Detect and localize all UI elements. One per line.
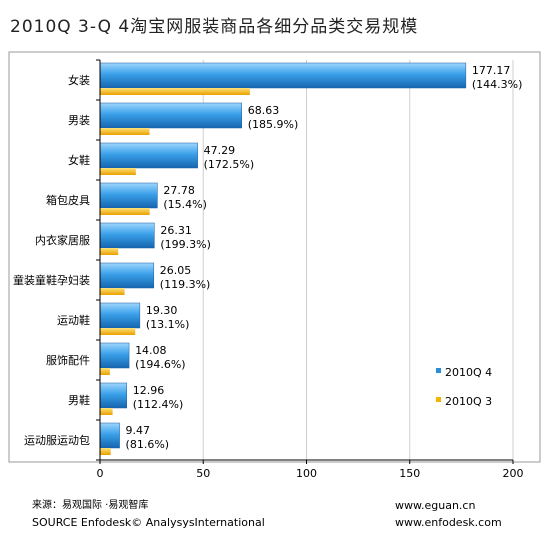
growth-label-2: (172.5%) (204, 158, 255, 171)
category-label-5: 童装童鞋孕妇装 (13, 273, 90, 287)
category-label-3: 箱包皮具 (46, 193, 90, 207)
bar-q4-0 (99, 62, 467, 89)
bar-q3-7 (100, 368, 110, 375)
bar-q4-4 (99, 222, 155, 249)
footer-source: 来源：易观国际 ·易观智库 SOURCE Enfodesk© AnalysysI… (32, 497, 265, 531)
category-label-7: 服饰配件 (46, 353, 90, 367)
legend-label-0: 2010Q 4 (445, 366, 492, 379)
bar-q3-3 (100, 208, 150, 215)
chart-title: 2010Q 3-Q 4淘宝网服装商品各细分品类交易规模 (10, 17, 419, 37)
bar-q4-1 (99, 102, 242, 129)
value-label-5: 26.05 (160, 264, 192, 277)
category-label-1: 男装 (68, 114, 90, 127)
bar-q3-6 (100, 328, 136, 335)
growth-label-6: (13.1%) (146, 318, 190, 331)
growth-label-3: (15.4%) (163, 198, 207, 211)
bar-q4-5 (99, 262, 155, 289)
bar-chart: 女装177.17(144.3%)男装68.63(185.9%)女鞋47.29(1… (8, 51, 541, 480)
x-tick-label-100: 100 (296, 467, 317, 480)
bar-q3-4 (100, 248, 119, 255)
growth-label-0: (144.3%) (472, 78, 523, 91)
category-label-6: 运动鞋 (57, 313, 90, 327)
bar-q3-9 (100, 448, 111, 455)
bar-q3-1 (100, 128, 150, 135)
bar-q4-3 (99, 182, 158, 209)
bar-q4-7 (99, 342, 130, 369)
labels-layer: 女装177.17(144.3%)男装68.63(185.9%)女鞋47.29(1… (13, 64, 522, 451)
category-label-2: 女鞋 (68, 153, 90, 167)
bar-q3-2 (100, 168, 136, 175)
growth-label-7: (194.6%) (135, 358, 186, 371)
bar-q4-9 (99, 422, 120, 449)
growth-label-8: (112.4%) (133, 398, 184, 411)
legend-label-1: 2010Q 3 (445, 395, 492, 408)
value-label-9: 9.47 (126, 424, 150, 437)
value-label-8: 12.96 (133, 384, 165, 397)
value-label-6: 19.30 (146, 304, 178, 317)
source-en: SOURCE Enfodesk© AnalysysInternational (32, 516, 265, 529)
url-enfodesk: www.enfodesk.com (395, 516, 502, 529)
value-label-7: 14.08 (135, 344, 167, 357)
legend-swatch-1 (436, 397, 441, 402)
url-eguan: www.eguan.cn (395, 499, 476, 512)
source-cn: 来源：易观国际 ·易观智库 (32, 500, 149, 511)
axis-layer: 0 50 100 150 200 (96, 59, 524, 480)
value-label-0: 177.17 (472, 64, 511, 77)
category-label-8: 男鞋 (68, 393, 90, 407)
bar-q3-8 (100, 408, 113, 415)
value-label-3: 27.78 (163, 184, 195, 197)
value-label-2: 47.29 (204, 144, 236, 157)
category-label-0: 女装 (68, 73, 90, 87)
legend-swatch-0 (436, 368, 441, 373)
bars-layer (99, 62, 467, 455)
bar-q4-2 (99, 142, 198, 169)
bar-q3-0 (100, 88, 250, 95)
bar-q4-6 (99, 302, 141, 329)
value-label-1: 68.63 (248, 104, 280, 117)
x-tick-label-150: 150 (399, 467, 420, 480)
value-label-4: 26.31 (160, 224, 192, 237)
category-label-4: 内衣家居服 (35, 233, 90, 247)
x-tick-label-200: 200 (503, 467, 524, 480)
growth-label-9: (81.6%) (126, 438, 170, 451)
growth-label-5: (119.3%) (160, 278, 211, 291)
legend: 2010Q 4 2010Q 3 (436, 366, 492, 408)
bar-q3-5 (100, 288, 125, 295)
category-label-9: 运动服运动包 (24, 434, 90, 447)
footer-urls: www.eguan.cn www.enfodesk.com (395, 497, 502, 531)
x-tick-label-50: 50 (196, 467, 210, 480)
growth-label-1: (185.9%) (248, 118, 299, 131)
bar-q4-8 (99, 382, 128, 409)
x-tick-label-0: 0 (97, 467, 104, 480)
growth-label-4: (199.3%) (160, 238, 211, 251)
plot-frame (8, 51, 541, 463)
